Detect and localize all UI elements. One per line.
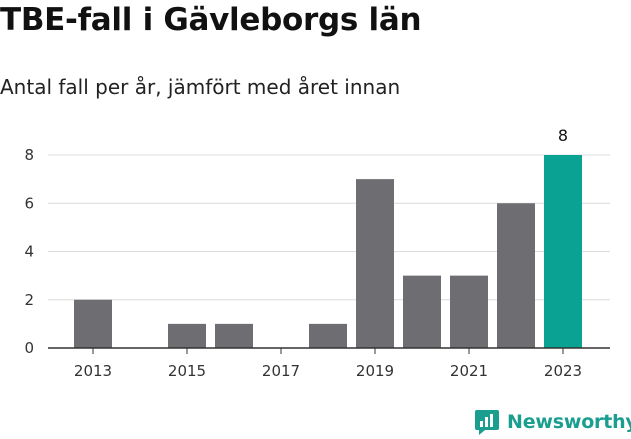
bar-chart: 0 2 4 6 8 8 2013 2015 2017 2019 2021 2023 [24, 126, 610, 380]
bar-2021 [450, 275, 488, 348]
bar-2016 [215, 323, 253, 348]
bar-2018 [309, 323, 347, 348]
x-tick-label-2019: 2019 [356, 362, 394, 380]
x-tick-label-2021: 2021 [450, 362, 488, 380]
brand-name: Newsworthy [507, 411, 631, 433]
y-tick-label-0: 0 [24, 339, 34, 357]
y-tick-label-6: 6 [24, 194, 34, 212]
data-label-2023: 8 [558, 126, 568, 145]
x-tick-label-2023: 2023 [544, 362, 582, 380]
y-tick-label-4: 4 [24, 243, 34, 261]
chart-title: TBE-fall i Gävleborgs län [0, 2, 422, 38]
bar-2019 [356, 179, 394, 348]
bar-2022 [497, 203, 535, 348]
bar-2013 [74, 299, 112, 348]
x-tick-label-2015: 2015 [168, 362, 206, 380]
bar-2020 [403, 275, 441, 348]
bar-2023 [544, 155, 582, 348]
y-tick-label-8: 8 [24, 146, 34, 164]
y-tick-label-2: 2 [24, 291, 34, 309]
x-tick-label-2017: 2017 [262, 362, 300, 380]
brand: Newsworthy [474, 405, 631, 439]
x-tick-label-2013: 2013 [74, 362, 112, 380]
newsworthy-logo-icon [475, 410, 499, 435]
bar-2015 [168, 323, 206, 348]
chart-subtitle: Antal fall per år, jämfört med året inna… [0, 75, 401, 99]
